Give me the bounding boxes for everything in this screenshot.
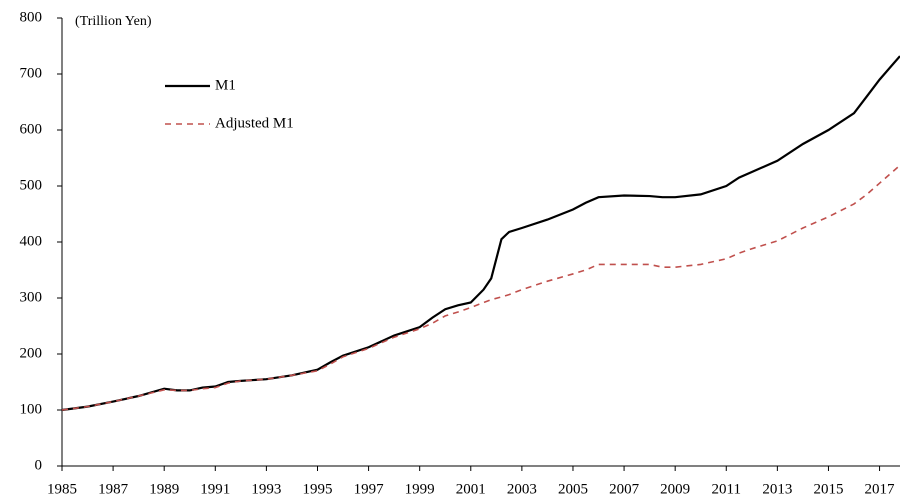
series-line [61,164,900,411]
y-tick-label: 600 [20,121,43,137]
x-tick-label: 2017 [865,481,896,497]
y-tick-label: 800 [20,9,43,25]
unit-label: (Trillion Yen) [75,14,152,29]
y-tick-label: 100 [20,401,43,417]
x-tick-label: 1995 [302,481,332,497]
x-tick-label: 1989 [149,481,179,497]
x-tick-label: 2013 [762,481,792,497]
x-tick-label: 2015 [813,481,843,497]
x-tick-label: 1987 [98,481,129,497]
x-tick-label: 1993 [251,481,281,497]
x-tick-label: 2007 [609,481,640,497]
x-tick-label: 2011 [712,481,741,497]
x-tick-label: 2003 [507,481,537,497]
legend-label: M1 [215,77,236,93]
y-tick-label: 700 [20,65,43,81]
x-tick-label: 1997 [354,481,385,497]
x-tick-label: 1991 [200,481,230,497]
legend-label: Adjusted M1 [215,115,294,131]
x-tick-label: 1985 [47,481,77,497]
y-tick-label: 200 [20,345,43,361]
y-tick-label: 400 [20,233,43,249]
x-tick-label: 1999 [405,481,435,497]
y-tick-label: 0 [35,457,43,473]
y-tick-label: 300 [20,289,43,305]
x-tick-label: 2005 [558,481,588,497]
series-line [61,55,900,412]
y-tick-label: 500 [20,177,43,193]
x-tick-label: 2009 [660,481,690,497]
x-tick-label: 2001 [456,481,486,497]
